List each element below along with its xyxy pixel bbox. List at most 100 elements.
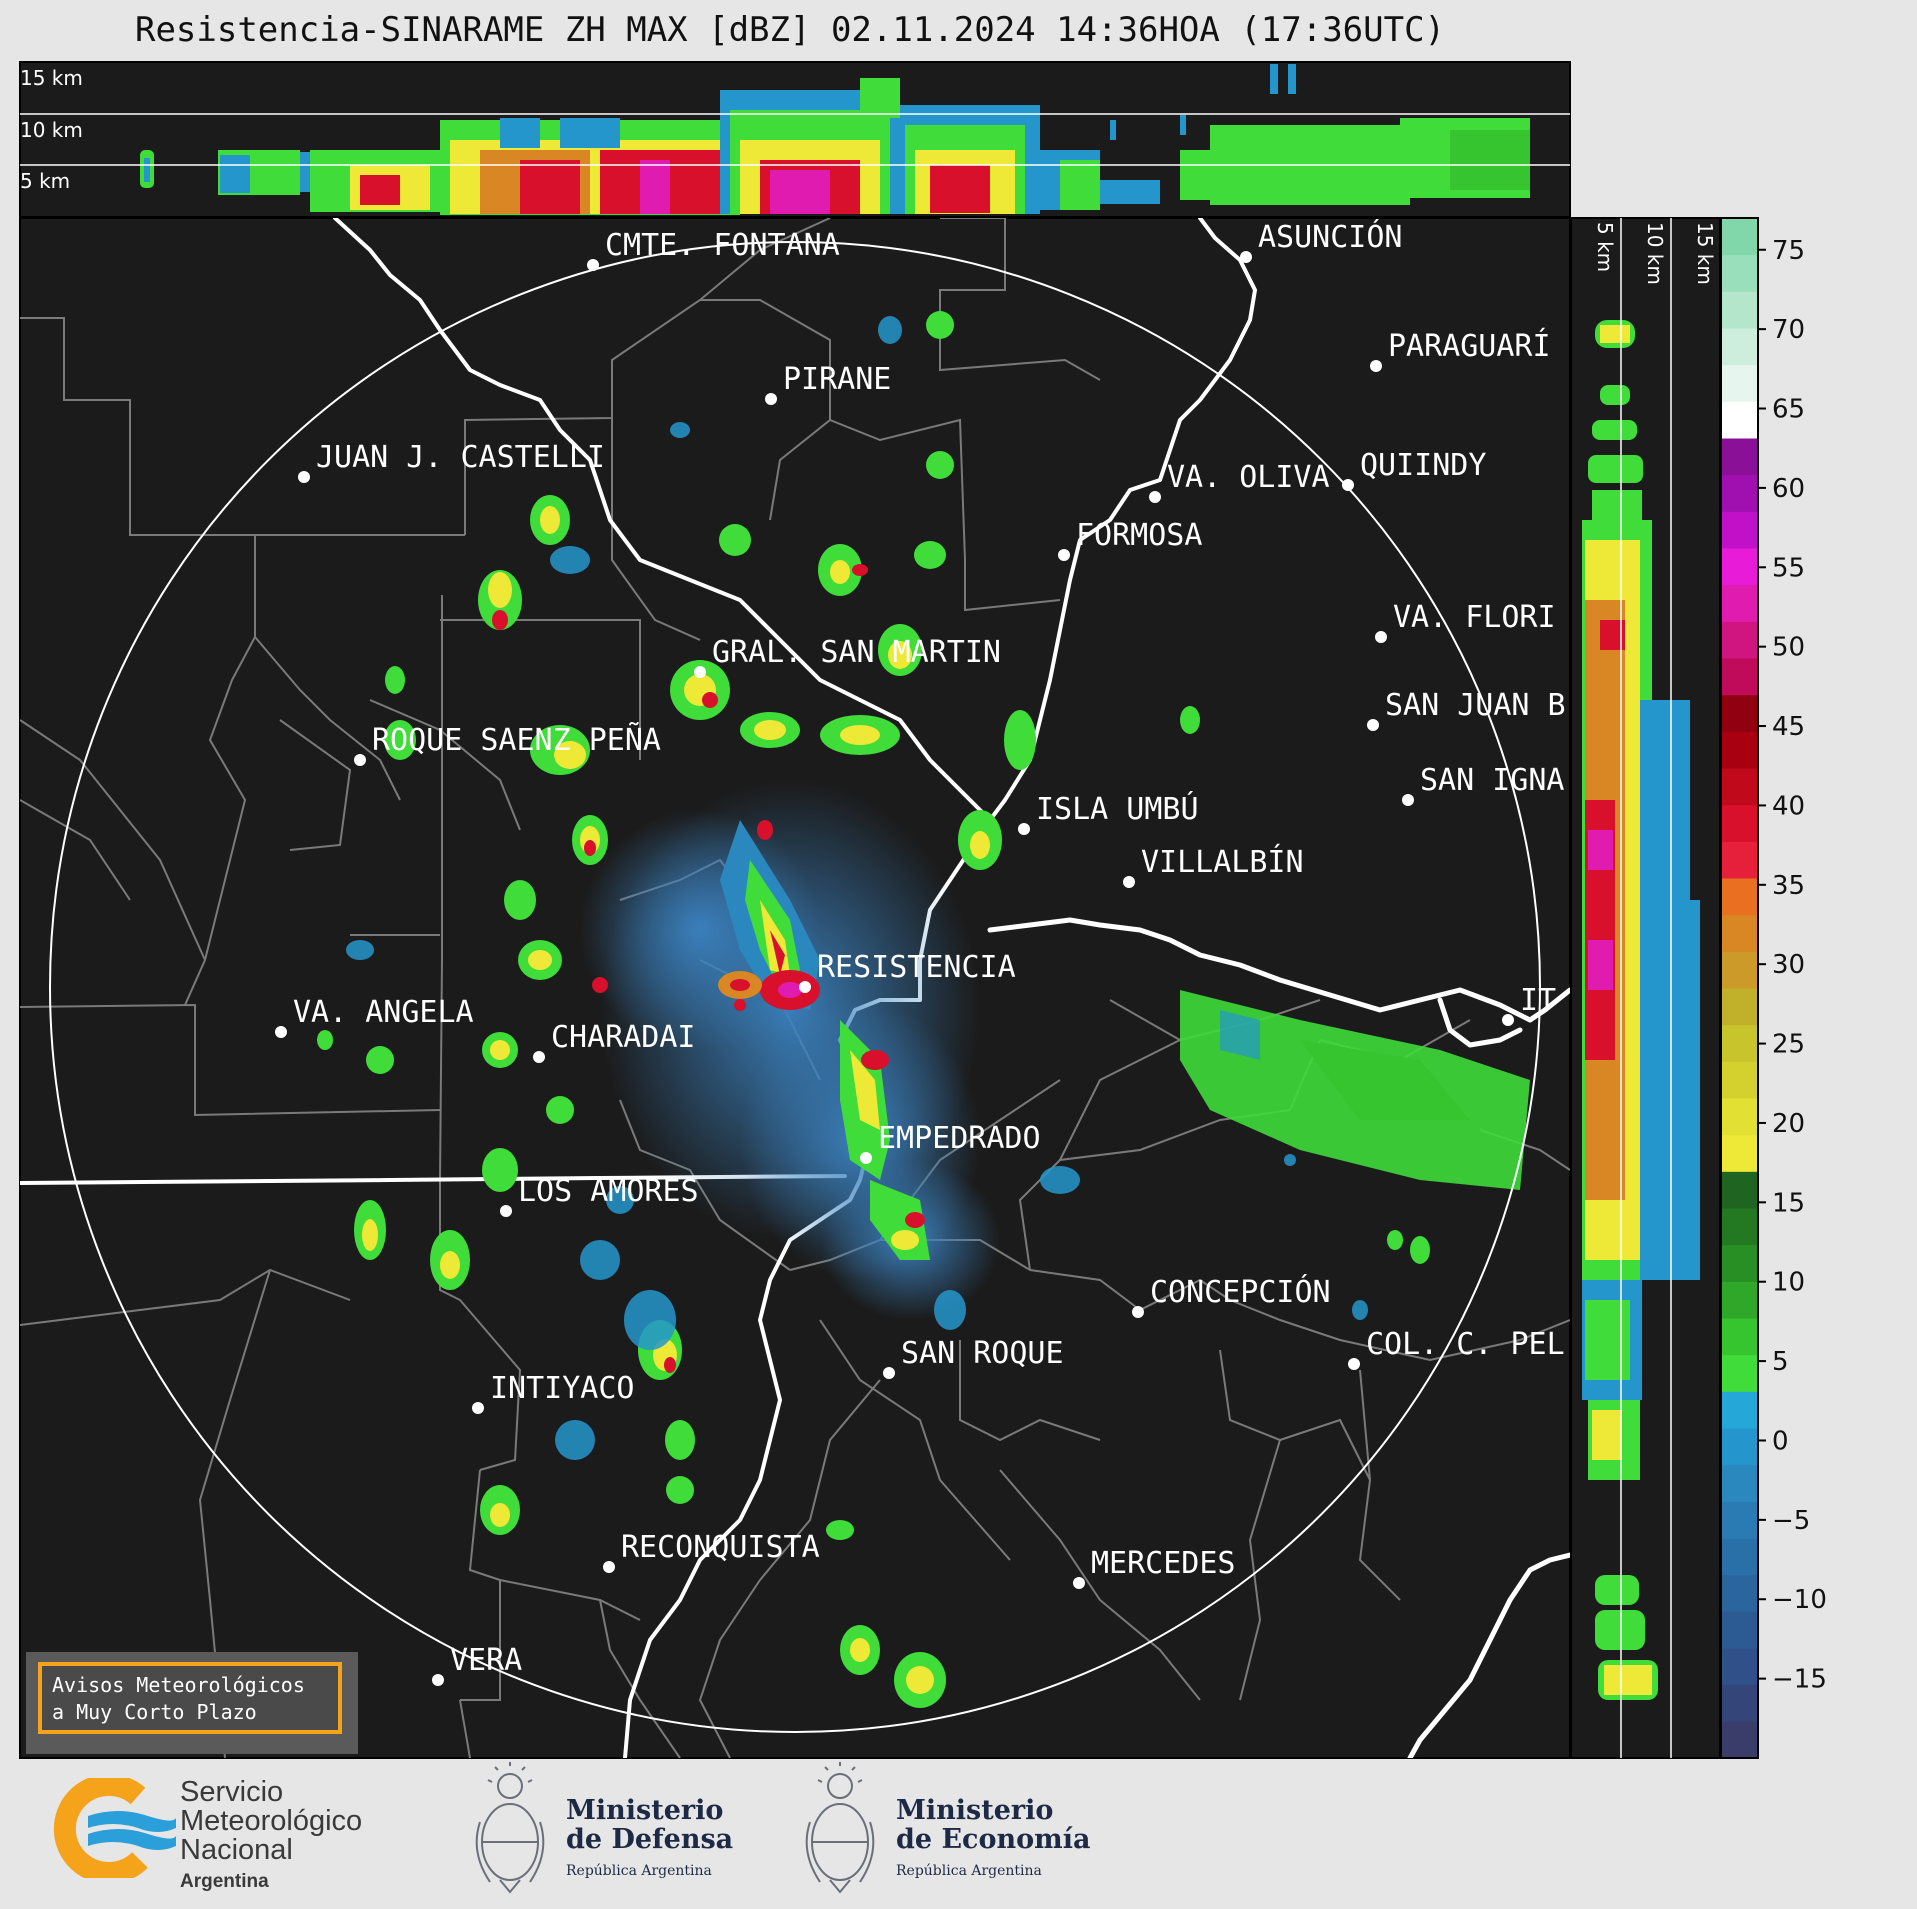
city-label: SAN ROQUE (901, 1336, 1064, 1371)
colorbar-swatch (1721, 1281, 1758, 1319)
city-label: PARAGUARÍ (1388, 328, 1551, 364)
coat-of-arms-icon (475, 1762, 545, 1894)
defensa-line-1: Ministerio (566, 1795, 724, 1826)
colorbar-swatch (1721, 621, 1758, 659)
city-marker (275, 1026, 287, 1038)
smn-line-2: Meteorológico (180, 1805, 363, 1837)
colorbar-swatch (1721, 1464, 1758, 1502)
city-label: GRAL. SAN MARTIN (712, 635, 1001, 670)
city-marker (799, 981, 811, 993)
colorbar-swatch (1721, 1611, 1758, 1649)
colorbar-swatch (1721, 1428, 1758, 1466)
colorbar-swatch (1721, 1318, 1758, 1356)
map-panel: CMTE. FONTANA ASUNCIÓN PARAGUARÍ PIRANE JUAN… (19, 217, 1571, 1759)
colorbar-swatch (1721, 474, 1758, 512)
colorbar-swatch (1721, 878, 1758, 916)
city-marker (533, 1051, 545, 1063)
colorbar-tick-label: −15 (1772, 1665, 1827, 1695)
city-label: SAN IGNA (1420, 763, 1565, 798)
colorbar-swatch (1721, 364, 1758, 402)
economia-line-1: Ministerio (896, 1795, 1054, 1826)
colorbar-tick-label: 5 (1772, 1347, 1789, 1377)
colorbar-tick-label: 60 (1772, 474, 1805, 504)
city-label: ROQUE SAENZ PEÑA (372, 722, 661, 758)
city-label: COL. C. PEL (1366, 1327, 1565, 1362)
city-label: LOS AMORES (518, 1174, 699, 1209)
city-label: INTIYACO (490, 1371, 635, 1406)
colorbar-swatch (1721, 694, 1758, 732)
colorbar-frame (1720, 217, 1759, 1759)
city-marker (1342, 479, 1354, 491)
colorbar-swatch (1721, 584, 1758, 622)
colorbar-swatch (1721, 1061, 1758, 1099)
radar-echoes (317, 311, 1530, 1708)
range-ring (49, 241, 1541, 1733)
city-label: QUIINDY (1360, 448, 1486, 483)
city-label: RECONQUISTA (621, 1530, 820, 1565)
colorbar-swatch (1721, 511, 1758, 549)
colorbar-swatch (1721, 1721, 1758, 1759)
city-marker (765, 393, 777, 405)
colorbar-swatch (1721, 1574, 1758, 1612)
smn-line-3: Nacional (180, 1834, 293, 1866)
colorbar-swatch (1721, 658, 1758, 696)
colorbar-tick-label: 45 (1772, 712, 1805, 742)
side-profile-echoes (1582, 320, 1700, 1700)
city-marker (1370, 360, 1382, 372)
colorbar-swatch (1721, 1391, 1758, 1429)
colorbar-swatch (1721, 1648, 1758, 1686)
colorbar-swatch (1721, 768, 1758, 806)
page-title: Resistencia-SINARAME ZH MAX [dBZ] 02.11.… (134, 10, 1446, 50)
side-alt-label-10: 10 km (1643, 222, 1667, 285)
economia-sub: República Argentina (896, 1863, 1042, 1879)
city-label: VA. FLORI (1393, 600, 1556, 635)
city-marker (860, 1152, 872, 1164)
colorbar-swatch (1721, 548, 1758, 586)
colorbar-tick-label: 50 (1772, 633, 1805, 663)
side-alt-label-15: 15 km (1693, 222, 1717, 285)
defensa-line-2: de Defensa (566, 1824, 734, 1855)
city-label: CONCEPCIÓN (1150, 1273, 1331, 1310)
colorbar-swatch (1721, 254, 1758, 292)
colorbar-swatch (1721, 1098, 1758, 1136)
smn-logo-icon (53, 1778, 176, 1878)
city-marker (472, 1402, 484, 1414)
colorbar-tick-label: 0 (1772, 1426, 1789, 1456)
city-label: IT (1520, 983, 1556, 1018)
colorbar-tick-label: 35 (1772, 871, 1805, 901)
city-label: SAN JUAN B (1385, 688, 1566, 723)
city-label: VA. ANGELA (293, 995, 474, 1030)
colorbar-tick-label: 30 (1772, 950, 1805, 980)
defensa-logo-text: Ministerio de Defensa República Argentin… (566, 1796, 733, 1886)
colorbar-swatch (1721, 1171, 1758, 1209)
colorbar-tick-label: 20 (1772, 1109, 1805, 1139)
city-label: RESISTENCIA (817, 950, 1016, 985)
city-marker (1058, 549, 1070, 561)
avisos-panel[interactable]: Avisos Meteorológicos a Muy Corto Plazo (38, 1662, 342, 1734)
city-label: VILLALBÍN (1141, 844, 1304, 880)
coat-of-arms-icon (805, 1762, 875, 1894)
economia-logo-text: Ministerio de Economía República Argenti… (896, 1796, 1090, 1886)
colorbar-swatch (1721, 291, 1758, 329)
city-marker (1123, 876, 1135, 888)
colorbar-swatch (1721, 328, 1758, 366)
city-marker (694, 666, 706, 678)
colorbar-swatch (1721, 1684, 1758, 1722)
city-label: ISLA UMBÚ (1036, 790, 1199, 827)
colorbar-tick-label: 70 (1772, 315, 1805, 345)
colorbar-swatch (1721, 1538, 1758, 1576)
colorbar-swatch (1721, 1501, 1758, 1539)
colorbar-tick-label: 75 (1772, 236, 1805, 266)
city-marker (432, 1674, 444, 1686)
city-marker (1367, 719, 1379, 731)
colorbar-tick-label: 15 (1772, 1188, 1805, 1218)
city-marker (603, 1561, 615, 1573)
colorbar-swatch (1721, 731, 1758, 769)
colorbar-tick-label: 40 (1772, 791, 1805, 821)
smn-country: Argentina (180, 1871, 269, 1892)
city-marker (500, 1205, 512, 1217)
colorbar-swatch (1721, 804, 1758, 842)
top-alt-label-5: 5 km (20, 169, 70, 193)
